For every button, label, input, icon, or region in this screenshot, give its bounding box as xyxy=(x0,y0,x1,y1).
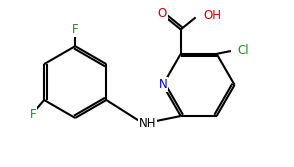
Text: O: O xyxy=(158,8,167,20)
Text: OH: OH xyxy=(204,9,222,22)
Text: F: F xyxy=(30,108,36,121)
Text: NH: NH xyxy=(138,117,156,130)
Text: N: N xyxy=(158,78,167,92)
Text: Cl: Cl xyxy=(238,44,249,57)
Text: F: F xyxy=(72,23,78,36)
